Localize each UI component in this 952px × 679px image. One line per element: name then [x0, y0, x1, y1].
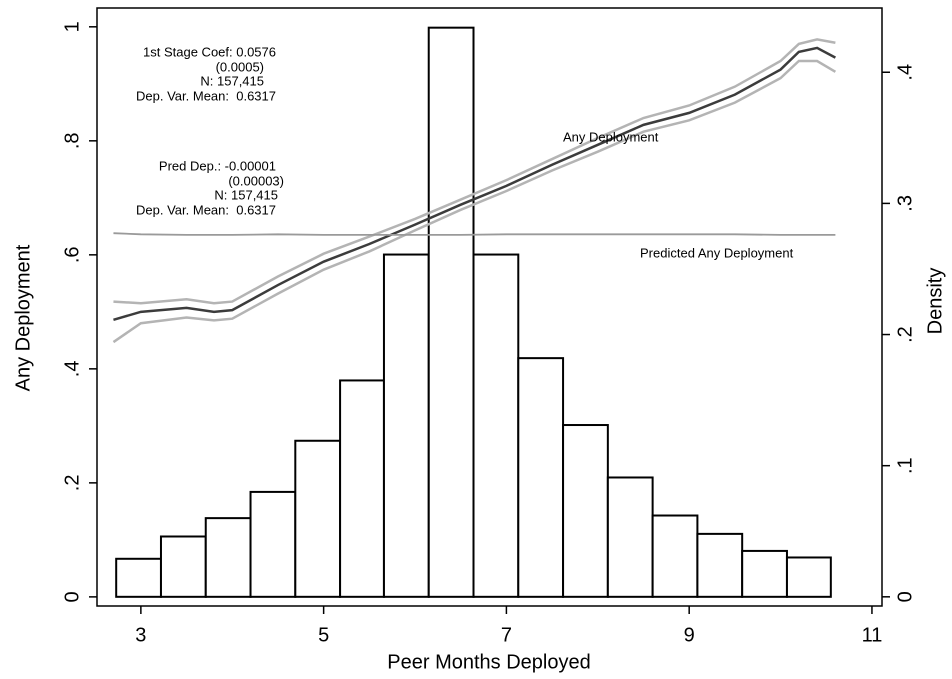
histogram-bar — [159, 535, 207, 598]
x-tick-label: 9 — [684, 624, 695, 646]
y2-tick-label: .2 — [894, 326, 916, 343]
annotation: Dep. Var. Mean: 0.6317 — [136, 88, 276, 103]
histogram-bar — [204, 517, 252, 598]
y-axis-label: Any Deployment — [12, 244, 34, 391]
annotation: Dep. Var. Mean: 0.6317 — [136, 202, 276, 217]
histogram-bar — [115, 557, 162, 598]
y2-tick-label: .1 — [894, 457, 916, 474]
annotation: N: 157,415 — [214, 187, 278, 202]
histogram-bar — [517, 357, 565, 598]
y-tick-label: .2 — [61, 475, 83, 492]
y-tick-label: .6 — [61, 246, 83, 263]
y-tick-label: 1 — [61, 21, 83, 32]
x-tick-label: 11 — [862, 624, 883, 646]
histogram-bar — [382, 253, 430, 598]
series-line — [113, 46, 836, 322]
x-tick-label: 3 — [135, 624, 146, 646]
histogram-bar — [785, 556, 832, 598]
histogram-bar — [472, 253, 520, 598]
annotation: 1st Stage Coef: 0.0576 — [143, 44, 276, 59]
series-line — [113, 38, 836, 305]
histogram-bar — [606, 476, 654, 598]
x-axis-label: Peer Months Deployed — [387, 651, 590, 673]
y-tick-label: .8 — [61, 132, 83, 149]
annotation: N: 157,415 — [200, 73, 264, 88]
annotation: (0.00003) — [228, 173, 284, 188]
histogram-bar — [696, 532, 744, 598]
x-tick-label: 7 — [501, 624, 512, 646]
histogram-bar — [741, 549, 788, 598]
annotation: Pred Dep.: -0.00001 — [159, 158, 276, 173]
histogram-bar — [249, 490, 297, 598]
histogram-bar — [562, 424, 609, 598]
y-tick-label: .4 — [61, 361, 83, 378]
x-tick-label: 5 — [318, 624, 329, 646]
y2-tick-label: 0 — [894, 591, 916, 602]
histogram-bar — [339, 379, 385, 598]
series-line — [112, 59, 837, 344]
annotation: (0.0005) — [216, 59, 264, 74]
series-label: Any Deployment — [563, 129, 659, 144]
series-label: Predicted Any Deployment — [640, 245, 794, 260]
series-line — [113, 232, 836, 236]
y-tick-label: 0 — [61, 591, 83, 602]
plot-frame — [96, 7, 883, 607]
histogram-bar — [294, 439, 342, 598]
y2-tick-label: .4 — [894, 64, 916, 81]
histogram-bar — [427, 26, 475, 598]
histogram-bar — [651, 514, 699, 598]
y2-axis-label: Density — [924, 268, 946, 335]
y2-tick-label: .3 — [894, 195, 916, 212]
